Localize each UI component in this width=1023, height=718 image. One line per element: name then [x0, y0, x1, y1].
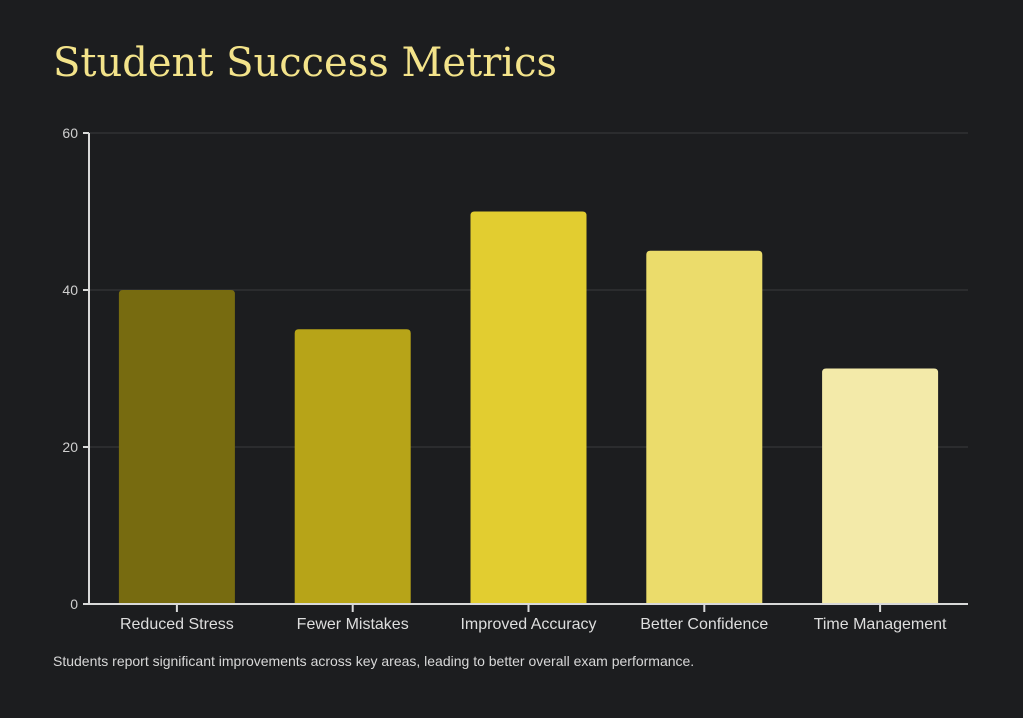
bar [646, 250, 763, 604]
y-tick-label: 60 [62, 125, 78, 141]
x-tick-label: Time Management [814, 616, 947, 633]
y-tick-label: 20 [62, 439, 78, 455]
y-tick-label: 0 [70, 596, 78, 612]
x-tick-label: Improved Accuracy [460, 616, 596, 633]
x-tick-label: Better Confidence [640, 616, 768, 633]
x-tick-label: Reduced Stress [120, 616, 234, 633]
chart-title: Student Success Metrics [53, 40, 558, 86]
bar [294, 329, 411, 604]
chart-caption: Students report significant improvements… [53, 653, 695, 669]
bar [822, 368, 939, 604]
bar [470, 211, 587, 604]
bar [118, 290, 235, 604]
y-tick-label: 40 [62, 282, 78, 298]
x-tick-label: Fewer Mistakes [297, 616, 409, 633]
